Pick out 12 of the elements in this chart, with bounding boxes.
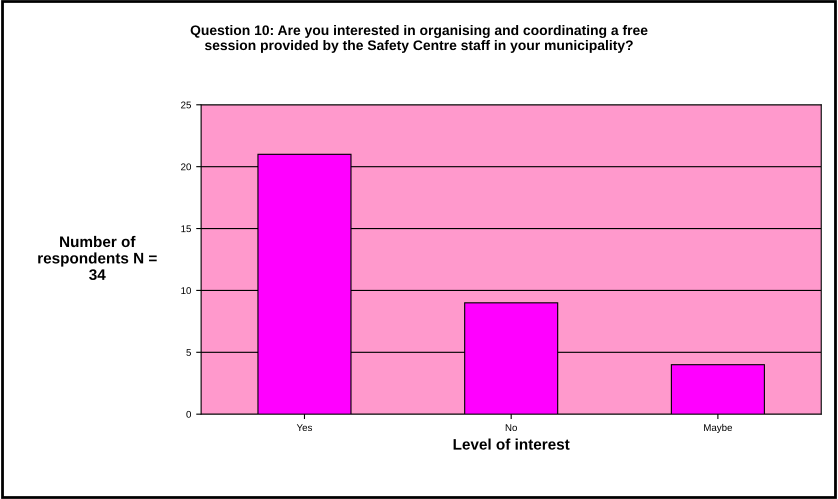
y-axis-title: Number of respondents N = 34	[38, 236, 157, 280]
y-tick-label: 15	[181, 225, 191, 232]
x-axis-title: Level of interest	[454, 438, 570, 450]
x-tick-label: No	[506, 424, 517, 432]
y-tick-label: 0	[186, 410, 192, 418]
y-tick-label: 25	[181, 102, 191, 108]
x-tick-label: Maybe	[704, 424, 732, 433]
y-tick-label: 5	[186, 349, 191, 356]
chart-title: Question 10: Are you interested in organising and coordinating a free session provided by the Safety Centre staff in your municipality?	[190, 24, 648, 53]
y-tick-label: 20	[181, 163, 192, 170]
x-tick-label: Yes	[296, 424, 312, 432]
y-tick-label: 10	[181, 287, 192, 294]
